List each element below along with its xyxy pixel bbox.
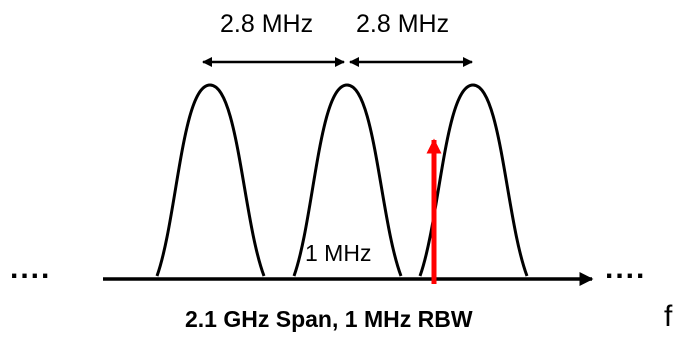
spacing-label-2: 2.8 MHz	[356, 10, 450, 38]
channel-lobe-1	[155, 83, 266, 277]
spacing-label-1: 2.8 MHz	[220, 10, 314, 38]
left-ellipsis: ....	[10, 252, 52, 285]
diagram-caption: 2.1 GHz Span, 1 MHz RBW	[185, 306, 473, 332]
channel-lobe-2	[292, 83, 403, 277]
frequency-axis-label: f	[664, 300, 673, 333]
right-ellipsis: ....	[605, 252, 647, 285]
rbw-label: 1 MHz	[305, 240, 372, 266]
